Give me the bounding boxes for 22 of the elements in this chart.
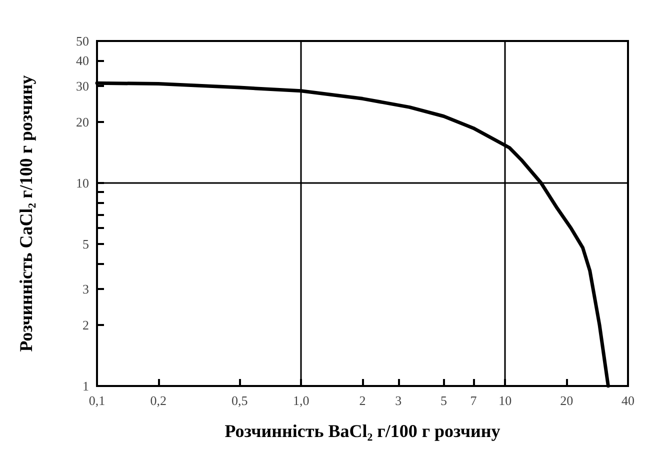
x-tick-label: 3 <box>395 393 402 408</box>
y-tick-label: 50 <box>76 34 89 48</box>
y-tick-label: 40 <box>76 53 89 68</box>
y-tick-label: 30 <box>76 78 89 94</box>
y-tick-label: 20 <box>76 114 89 130</box>
x-tick-label: 0,1 <box>88 393 106 408</box>
y-tick-label: 1 <box>82 378 89 394</box>
x-tick-label: 0,5 <box>232 393 248 408</box>
x-tick-label: 20 <box>560 393 574 408</box>
x-axis-title: Розчинність BaCl₂ г/100 г розчину <box>224 421 500 441</box>
x-tick-label: 0,2 <box>150 393 167 408</box>
y-tick-label: 2 <box>82 317 89 332</box>
y-tick-label: 5 <box>82 236 89 252</box>
y-axis-title: Розчинність CaCl₂ г/100 г розчину <box>16 75 36 352</box>
x-tick-label: 2 <box>359 393 366 408</box>
x-tick-label: 40 <box>622 393 634 408</box>
y-tick-label: 3 <box>82 282 89 297</box>
x-tick-label: 1,0 <box>292 393 310 408</box>
x-tick-label: 10 <box>498 393 512 408</box>
x-tick-label: 7 <box>470 393 478 408</box>
x-tick-label: 5 <box>440 393 447 408</box>
y-tick-label: 10 <box>76 175 89 190</box>
